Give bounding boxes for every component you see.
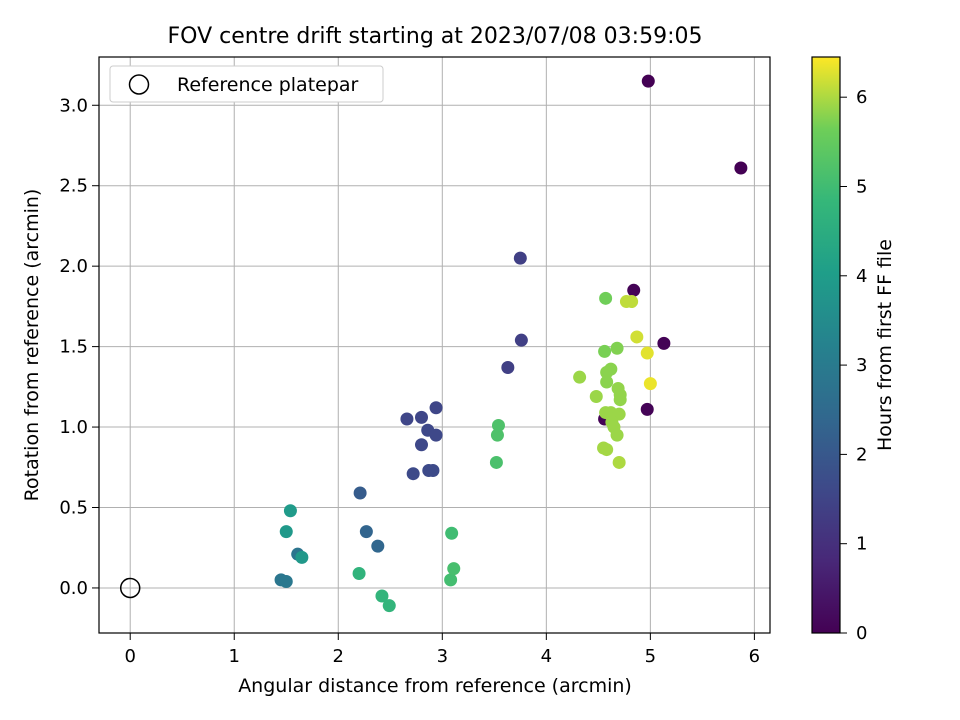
y-tick-label: 2.0 [59,256,88,277]
data-points [274,74,748,613]
data-point [600,365,614,379]
data-point [625,295,639,309]
data-point [444,573,458,587]
x-axis-ticks: 0 1 2 3 4 5 6 [124,633,760,667]
data-point [657,336,671,350]
data-point [600,375,614,389]
plot-area: 0 1 2 3 4 5 6 0.0 0.5 1.0 1.5 2.0 2.5 3.0 [59,56,771,667]
y-tick-label: 1.5 [59,337,88,358]
data-point [612,455,626,469]
x-axis-label: Angular distance from reference (arcmin) [238,675,632,697]
data-point [400,412,414,426]
data-point [375,589,389,603]
data-point [429,428,443,442]
data-point [600,443,614,457]
data-point [371,539,385,553]
data-point [610,428,624,442]
x-tick-label: 5 [645,646,656,667]
data-point [406,467,420,481]
data-point [641,74,655,88]
legend-marker [128,74,150,95]
colorbar-tick-label: 0 [856,623,867,644]
colorbar: 0 1 2 3 4 5 6 Hours from first FF file [811,56,896,644]
data-point [295,550,309,564]
reference-layer [119,577,141,599]
colorbar-tick-label: 4 [856,266,867,287]
y-tick-label: 0.5 [59,498,88,519]
data-point [489,455,503,469]
data-point [513,251,527,265]
grid [99,57,770,633]
data-point [359,525,373,539]
data-point [734,161,748,175]
data-point [283,504,297,518]
colorbar-tick-label: 5 [856,176,867,197]
data-point [447,562,461,576]
x-tick-label: 4 [541,646,552,667]
data-point [501,361,515,375]
reference-marker [119,577,141,599]
data-point [640,402,654,416]
y-axis-label: Rotation from reference (arcmin) [21,189,43,502]
y-tick-label: 2.5 [59,176,88,197]
data-point [491,418,505,432]
y-tick-label: 3.0 [59,95,88,116]
x-tick-label: 2 [333,646,344,667]
data-point [627,283,641,297]
colorbar-tick-label: 3 [856,355,867,376]
data-point [610,341,624,355]
data-point [613,388,627,402]
legend: Reference platepar [109,65,384,103]
plot-frame [98,56,771,634]
data-point [429,401,443,415]
data-point [514,333,528,347]
data-point [598,344,612,358]
legend-box [109,65,384,103]
data-point [589,389,603,403]
data-point [414,438,428,452]
legend-label: Reference platepar [177,74,359,96]
data-point [445,526,459,540]
x-tick-label: 0 [124,646,135,667]
colorbar-label: Hours from first FF file [874,239,896,451]
data-point [426,463,440,477]
x-tick-label: 6 [749,646,760,667]
y-tick-label: 0.0 [59,578,88,599]
data-point [414,410,428,424]
data-point [353,486,367,500]
data-point [599,291,613,305]
colorbar-gradient [811,56,841,634]
data-point [643,377,657,391]
chart-title: FOV centre drift starting at 2023/07/08 … [168,24,703,49]
colorbar-tick-label: 6 [856,87,867,108]
data-point [630,330,644,344]
x-tick-label: 3 [437,646,448,667]
colorbar-ticks: 0 1 2 3 4 5 6 [840,87,867,644]
data-point [573,370,587,384]
colorbar-tick-label: 1 [856,534,867,555]
data-point [382,599,396,613]
data-point [352,566,366,580]
y-tick-label: 1.0 [59,417,88,438]
y-axis-ticks: 0.0 0.5 1.0 1.5 2.0 2.5 3.0 [59,95,99,599]
x-tick-label: 1 [229,646,240,667]
colorbar-tick-label: 2 [856,444,867,465]
data-point [279,525,293,539]
data-point [279,575,293,589]
data-point [640,346,654,360]
data-point [490,428,504,442]
